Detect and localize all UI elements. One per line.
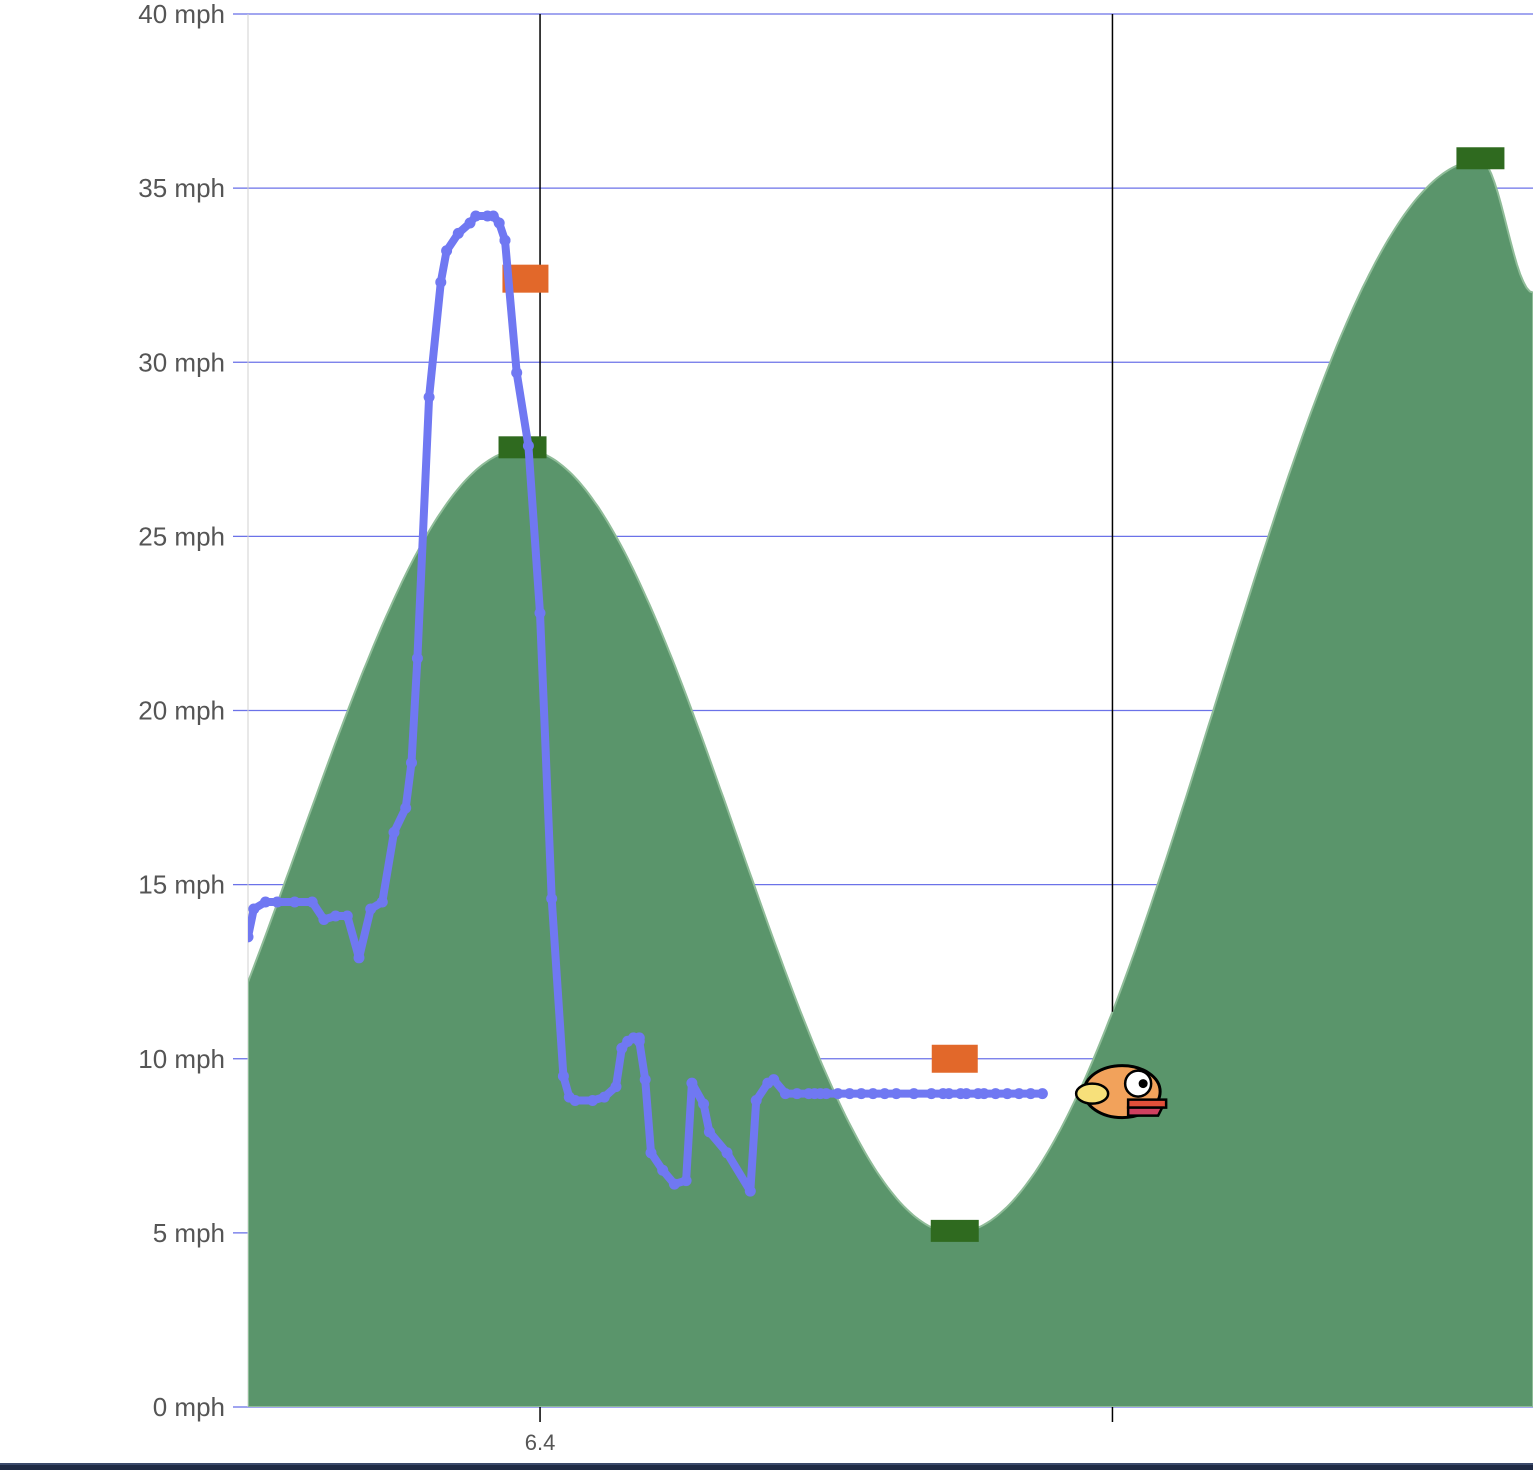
player-speed-point (1036, 1088, 1048, 1100)
player-speed-point (978, 1088, 990, 1100)
player-speed-point (844, 1088, 856, 1100)
x-axis-ticks: 6.4 (525, 1407, 1114, 1455)
x-tick-label-1: 6.4 (525, 1430, 556, 1455)
player-speed-point (557, 1070, 569, 1082)
player-speed-point (365, 903, 377, 915)
bird-wing (1074, 1082, 1110, 1105)
player-speed-point (260, 896, 271, 908)
player-speed-point (908, 1088, 920, 1100)
y-tick-label-35: 35 mph (138, 173, 225, 203)
player-speed-point (639, 1074, 651, 1086)
player-speed-point (686, 1077, 698, 1089)
player-speed-point (1025, 1088, 1037, 1100)
player-speed-point (435, 276, 447, 288)
bird-beak (1126, 1098, 1168, 1109)
target-marker-2 (931, 1044, 978, 1073)
bottom-bar (0, 1463, 1533, 1470)
player-speed-point (890, 1088, 902, 1100)
player-speed-point (657, 1164, 669, 1176)
player-speed-point (855, 1088, 867, 1100)
player-speed-point (668, 1178, 680, 1190)
vertical-markers (539, 14, 1114, 1012)
player-speed-point (779, 1088, 791, 1100)
player-speed-point (750, 1095, 762, 1106)
player-speed-point (820, 1088, 832, 1100)
player-speed-point (744, 1185, 756, 1197)
player-speed-point (441, 245, 453, 257)
y-axis-ticks: 0 mph 5 mph 10 mph 15 mph 20 mph 25 mph 30 mph… (138, 0, 248, 1422)
player-speed-point (610, 1081, 622, 1093)
player-speed-point (645, 1147, 657, 1159)
player-speed-point (587, 1095, 599, 1106)
player-speed-point (388, 826, 400, 838)
player-speed-point (1013, 1088, 1025, 1100)
player-speed-point (423, 391, 435, 403)
player-speed-point (879, 1088, 891, 1100)
player-speed-point (960, 1088, 972, 1100)
player-speed-point (248, 903, 260, 915)
player-speed-point (546, 893, 558, 905)
player-speed-point (411, 652, 423, 664)
player-speed-point (534, 607, 546, 619)
player-speed-point (1001, 1088, 1013, 1100)
y-tick-label-20: 20 mph (138, 696, 225, 726)
player-speed-point (925, 1088, 937, 1100)
player-speed-point (470, 210, 482, 222)
player-speed-point (511, 367, 523, 379)
player-speed-point (633, 1035, 645, 1047)
player-speed-point (499, 234, 511, 246)
flappy-bird-icon (1074, 1064, 1168, 1120)
flappy-bird-sprite (1074, 1064, 1168, 1120)
y-tick-label-15: 15 mph (138, 870, 225, 900)
player-speed-point (452, 227, 464, 239)
player-speed-point (271, 896, 283, 908)
terrain-hills (248, 159, 1533, 1407)
y-tick-label-0: 0 mph (153, 1392, 225, 1422)
player-speed-point (680, 1175, 692, 1187)
terrain-marker-1 (498, 436, 547, 459)
player-speed-trail (248, 210, 1048, 1197)
player-speed-point (721, 1147, 733, 1159)
terrain-area (248, 159, 1533, 1407)
terrain-peak-markers (498, 147, 1505, 1242)
y-tick-label-40: 40 mph (138, 0, 225, 29)
bird-eye (1123, 1069, 1153, 1098)
player-speed-point (990, 1088, 1002, 1100)
player-speed-point (867, 1088, 879, 1100)
y-tick-label-5: 5 mph (153, 1218, 225, 1248)
player-speed-point (341, 910, 353, 922)
player-speed-point (376, 896, 388, 908)
player-speed-point (522, 440, 534, 452)
player-speed-point (493, 217, 505, 229)
y-tick-label-10: 10 mph (138, 1044, 225, 1074)
player-speed-point (791, 1088, 803, 1100)
player-speed-point (406, 757, 417, 769)
player-speed-point (306, 896, 318, 908)
player-speed-point (703, 1126, 715, 1138)
y-tick-label-30: 30 mph (138, 347, 225, 377)
player-speed-point (289, 896, 301, 908)
player-speed-point (943, 1088, 955, 1100)
player-speed-point (248, 931, 254, 943)
player-speed-point (832, 1088, 844, 1100)
player-speed-point (353, 952, 365, 964)
player-speed-point (400, 802, 412, 814)
player-speed-point (318, 914, 330, 925)
terrain-marker-2 (930, 1219, 979, 1242)
terrain-marker-3 (1456, 147, 1505, 170)
y-tick-label-25: 25 mph (138, 521, 225, 551)
player-speed-point (698, 1098, 710, 1110)
player-speed-point (569, 1095, 581, 1106)
player-speed-point (330, 910, 342, 922)
player-speed-point (768, 1074, 780, 1086)
player-speed-point (598, 1091, 610, 1103)
